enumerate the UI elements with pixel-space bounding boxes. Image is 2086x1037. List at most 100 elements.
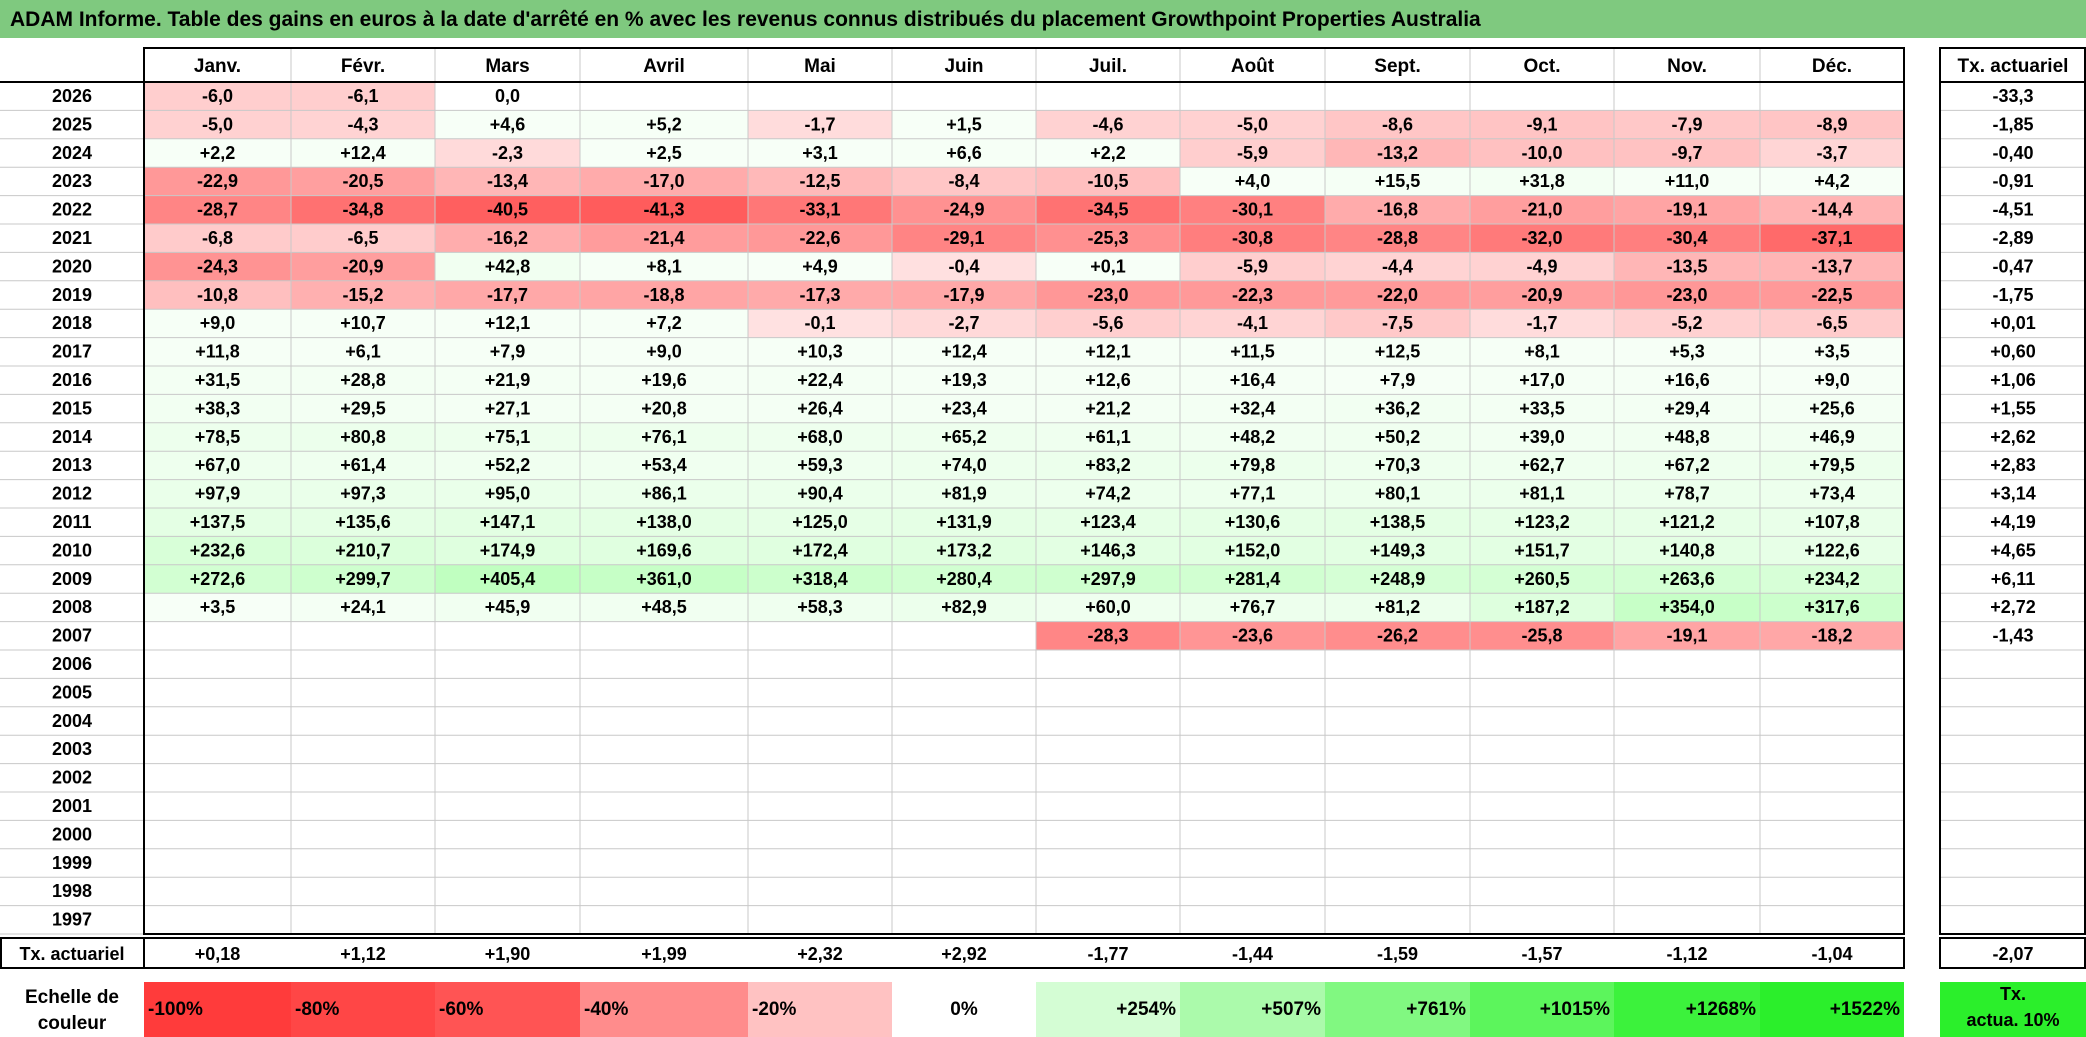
year-label: 2004 — [52, 711, 92, 731]
footer-value: +1,90 — [485, 944, 531, 964]
heatmap-cell — [435, 224, 580, 253]
heatmap-cell — [1180, 110, 1325, 139]
heatmap-cell — [580, 451, 748, 480]
scale-stop-label: -20% — [752, 999, 796, 1020]
cell-value: +12,4 — [941, 342, 987, 362]
cell-value: +10,3 — [797, 342, 843, 362]
year-label: 2025 — [52, 114, 92, 134]
cell-value: -10,0 — [1521, 143, 1562, 163]
cell-value: -20,9 — [342, 256, 383, 276]
heatmap-cell — [1470, 422, 1614, 452]
scale-stop-label: +507% — [1261, 999, 1321, 1020]
cell-value: -20,9 — [1521, 285, 1562, 305]
cell-value: +11,5 — [1230, 342, 1275, 362]
heatmap-cell — [1614, 422, 1760, 452]
heatmap-cell — [1036, 564, 1180, 594]
heatmap-cell — [1325, 479, 1470, 508]
heatmap-cell — [1325, 138, 1470, 168]
cell-value: +9,0 — [1814, 370, 1850, 390]
heatmap-cell — [435, 479, 580, 508]
cell-value: +70,3 — [1375, 455, 1421, 475]
heatmap-cell — [1180, 366, 1325, 395]
heatmap-cell — [748, 195, 892, 224]
heatmap-cell — [580, 593, 748, 622]
cell-value: -14,4 — [1811, 200, 1852, 220]
cell-value: +76,1 — [641, 427, 687, 447]
cell-value: +12,1 — [1085, 342, 1131, 362]
heatmap-cell — [1470, 451, 1614, 480]
heatmap-cell — [892, 508, 1036, 537]
year-label: 2007 — [52, 626, 92, 646]
heatmap-cell — [1614, 167, 1760, 196]
year-label: 2016 — [52, 370, 92, 390]
cell-value: +33,5 — [1519, 398, 1565, 418]
row-rate: +2,62 — [1990, 427, 2036, 447]
heatmap-cell — [1036, 451, 1180, 480]
scale-stop-label: +254% — [1116, 999, 1176, 1020]
cell-value: +152,0 — [1225, 540, 1281, 560]
cell-value: +16,4 — [1230, 370, 1276, 390]
heatmap-cell — [435, 110, 580, 139]
row-rate: +4,65 — [1990, 540, 2036, 560]
cell-value: +38,3 — [195, 398, 241, 418]
cell-value: -6,0 — [202, 86, 233, 106]
year-label: 2014 — [52, 427, 92, 447]
scale-stop-label: +1522% — [1830, 999, 1900, 1020]
cell-value: +77,1 — [1230, 484, 1276, 504]
heatmap-cell — [892, 451, 1036, 480]
year-label: 2010 — [52, 540, 92, 560]
cell-value: +68,0 — [797, 427, 843, 447]
heatmap-cell — [435, 252, 580, 281]
heatmap-cell — [144, 593, 291, 622]
heatmap-cell — [1036, 224, 1180, 253]
cell-value: +32,4 — [1230, 398, 1276, 418]
cell-value: -10,5 — [1087, 171, 1128, 191]
heatmap-cell — [1760, 309, 1904, 338]
year-label: 2021 — [52, 228, 92, 248]
cell-value: -37,1 — [1811, 228, 1852, 248]
row-rate: +0,01 — [1990, 313, 2036, 333]
heatmap-cell — [1614, 593, 1760, 622]
cell-value: +317,6 — [1804, 597, 1860, 617]
heatmap-cell — [144, 337, 291, 366]
cell-value: -4,4 — [1382, 256, 1413, 276]
scale-rate-label: actua. 10% — [1966, 1010, 2059, 1030]
heatmap-cell — [1614, 621, 1760, 650]
heatmap-cell — [1760, 110, 1904, 139]
cell-value: -25,8 — [1521, 626, 1562, 646]
heatmap-cell — [1470, 337, 1614, 366]
footer-value: -1,12 — [1666, 944, 1707, 964]
heatmap-cell — [1470, 593, 1614, 622]
cell-value: +80,1 — [1375, 484, 1421, 504]
cell-value: -22,3 — [1232, 285, 1273, 305]
cell-value: +97,3 — [340, 484, 386, 504]
cell-value: +10,7 — [340, 313, 386, 333]
cell-value: -29,1 — [943, 228, 984, 248]
heatmap-cell — [291, 138, 435, 168]
footer-value: +2,32 — [797, 944, 843, 964]
heatmap-cell — [1470, 508, 1614, 537]
cell-value: +4,2 — [1814, 171, 1850, 191]
cell-value: +81,2 — [1375, 597, 1421, 617]
cell-value: -23,0 — [1666, 285, 1707, 305]
heatmap-cell — [1180, 508, 1325, 537]
year-label: 2002 — [52, 768, 92, 788]
cell-value: +9,0 — [646, 342, 682, 362]
heatmap-cell — [580, 564, 748, 594]
cell-value: -4,6 — [1092, 114, 1123, 134]
scale-label: Echelle de — [25, 987, 119, 1008]
row-rate: -1,43 — [1992, 626, 2033, 646]
heatmap-cell — [748, 252, 892, 281]
year-label: 1998 — [52, 881, 92, 901]
cell-value: -30,1 — [1232, 200, 1273, 220]
cell-value: +45,9 — [485, 597, 531, 617]
heatmap-cell — [291, 536, 435, 565]
heatmap-cell — [1036, 508, 1180, 537]
year-label: 2012 — [52, 484, 92, 504]
heatmap-cell — [291, 479, 435, 508]
cell-value: +149,3 — [1370, 540, 1426, 560]
heatmap-cell — [1760, 138, 1904, 168]
scale-stop-label: -60% — [439, 999, 483, 1020]
heatmap-cell — [1760, 280, 1904, 310]
cell-value: +125,0 — [792, 512, 848, 532]
